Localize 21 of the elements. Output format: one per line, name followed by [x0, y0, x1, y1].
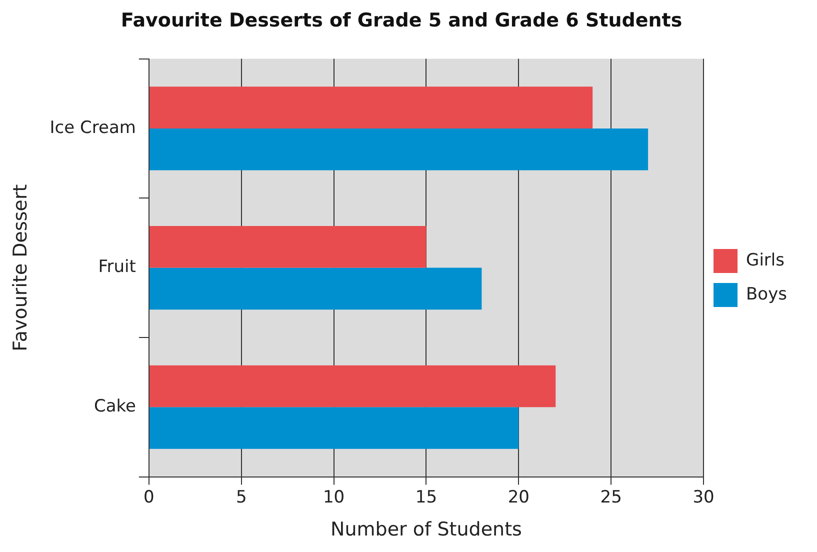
x-tick-label: 5 — [236, 487, 247, 508]
y-axis-title: Favourite Dessert — [9, 184, 32, 352]
bar — [149, 365, 556, 408]
bar — [149, 268, 482, 310]
bar — [149, 226, 426, 268]
x-tick-label: 25 — [600, 487, 622, 508]
bar — [149, 407, 519, 449]
bar — [149, 128, 648, 170]
legend-label: Boys — [746, 284, 788, 304]
y-tick-label: Fruit — [98, 257, 136, 278]
x-axis-title: Number of Students — [330, 518, 522, 541]
legend-label: Girls — [746, 250, 785, 270]
x-tick-label: 0 — [144, 487, 154, 508]
x-tick-label: 20 — [508, 487, 530, 508]
bar — [149, 86, 593, 128]
x-tick-label: 15 — [415, 487, 438, 508]
chart-title: Favourite Desserts of Grade 5 and Grade 6 Students — [120, 9, 682, 32]
x-tick-label: 10 — [322, 487, 345, 508]
y-tick-label: Ice Cream — [50, 118, 136, 138]
y-tick-label: Cake — [94, 396, 136, 417]
x-tick-label: 30 — [692, 487, 714, 508]
